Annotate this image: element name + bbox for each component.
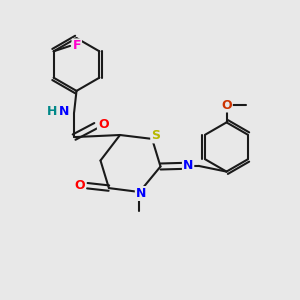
Text: H: H xyxy=(47,105,58,119)
Text: N: N xyxy=(183,159,193,172)
Text: N: N xyxy=(136,187,146,200)
Text: O: O xyxy=(74,179,85,192)
Text: O: O xyxy=(98,118,109,131)
Text: N: N xyxy=(58,105,69,119)
Text: S: S xyxy=(151,129,160,142)
Text: O: O xyxy=(221,98,232,112)
Text: F: F xyxy=(73,39,81,52)
